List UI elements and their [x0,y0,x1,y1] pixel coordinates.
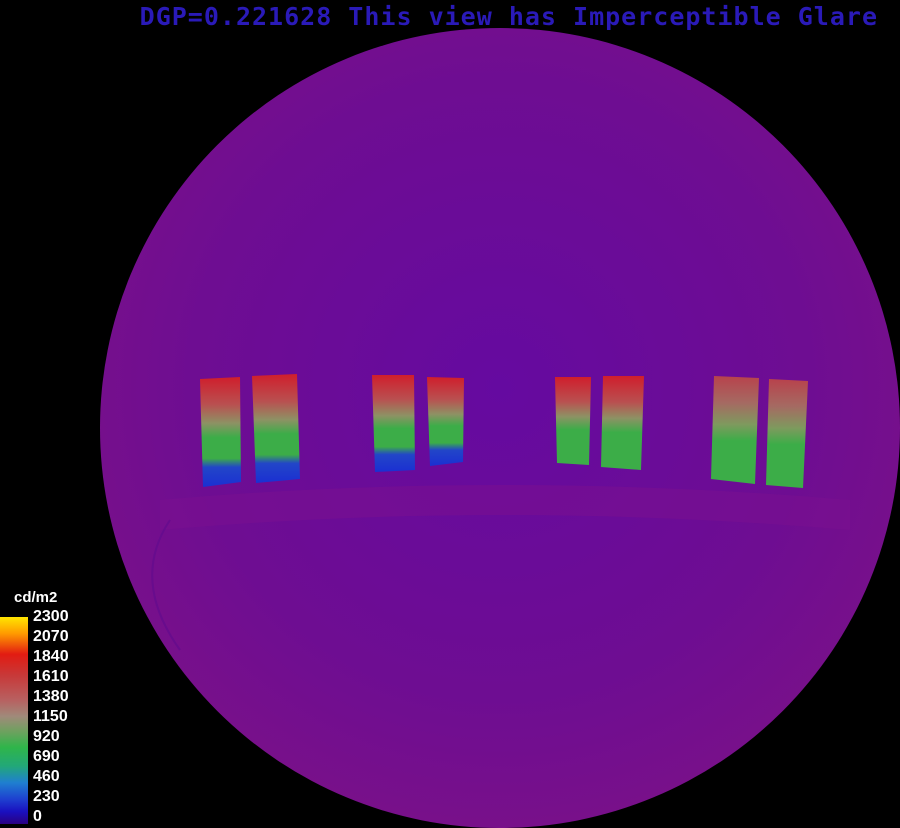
window-pane [555,377,591,465]
legend-tick-label: 2300 [33,608,69,625]
legend-color-scale [0,617,28,824]
floor-edge [151,519,181,651]
legend-tick-label: 1610 [33,668,69,685]
legend-tick-label: 1150 [33,708,68,725]
legend-tick-label: 1840 [33,648,69,665]
legend-tick-label: 690 [33,748,60,765]
window-pane [252,374,300,483]
window-pane [200,377,241,487]
windows [200,374,808,488]
legend-tick-label: 460 [33,768,60,785]
window-pane [711,376,759,484]
legend-tick-label: 230 [33,788,60,805]
window-pane [372,375,415,472]
window-pane [766,379,808,488]
legend-tick-label: 920 [33,728,60,745]
legend-tick-label: 0 [33,808,42,825]
window-pane [601,376,644,470]
window-pane [427,377,464,466]
glare-title: DGP=0.221628 This view has Imperceptible… [139,2,878,31]
legend-unit-label: cd/m2 [14,589,58,606]
legend-tick-label: 1380 [33,688,69,705]
fisheye-dome [100,28,900,828]
room-band [160,485,850,530]
legend-tick-label: 2070 [33,628,69,645]
